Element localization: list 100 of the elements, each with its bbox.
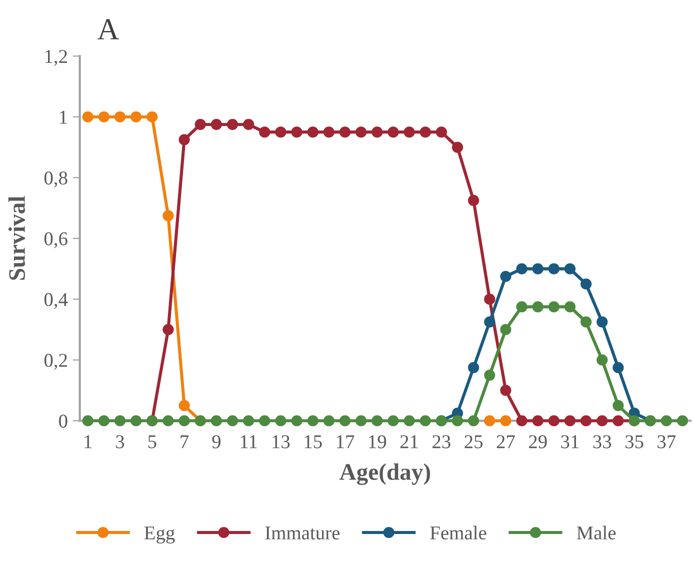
point bbox=[452, 415, 464, 426]
point bbox=[178, 134, 190, 146]
point bbox=[291, 415, 302, 426]
point bbox=[114, 111, 126, 122]
x-tick-label: 17 bbox=[336, 435, 354, 448]
point bbox=[114, 415, 126, 426]
point bbox=[259, 415, 270, 426]
x-tick-label: 3 bbox=[116, 435, 124, 448]
point bbox=[500, 384, 512, 396]
point bbox=[323, 415, 334, 426]
x-tick-label: 1 bbox=[84, 435, 92, 448]
point bbox=[178, 415, 190, 426]
x-tick-label: 11 bbox=[240, 435, 257, 448]
point bbox=[210, 415, 222, 426]
point bbox=[388, 126, 399, 138]
point bbox=[226, 415, 238, 426]
y-tick-label: 0 bbox=[59, 414, 68, 428]
point bbox=[178, 400, 190, 412]
point bbox=[82, 111, 94, 122]
point bbox=[82, 415, 94, 426]
y-tick-label: 1,2 bbox=[45, 50, 67, 66]
point bbox=[468, 362, 480, 374]
x-tick-label: 15 bbox=[304, 435, 322, 448]
point bbox=[98, 415, 110, 426]
point bbox=[404, 126, 415, 138]
point bbox=[612, 415, 624, 426]
point bbox=[98, 111, 110, 122]
point bbox=[307, 415, 318, 426]
point bbox=[532, 415, 544, 426]
point bbox=[146, 111, 158, 122]
point bbox=[307, 126, 318, 138]
point bbox=[612, 362, 624, 374]
point bbox=[564, 301, 576, 312]
x-tick-label: 21 bbox=[400, 435, 418, 448]
point bbox=[275, 415, 286, 426]
point bbox=[484, 294, 496, 305]
point bbox=[339, 126, 351, 138]
point bbox=[388, 415, 399, 426]
point bbox=[372, 415, 383, 426]
point bbox=[596, 415, 608, 426]
point bbox=[564, 415, 576, 426]
point bbox=[500, 415, 512, 426]
y-tick-label: 0,6 bbox=[44, 232, 68, 248]
legend-label: Egg bbox=[144, 526, 175, 544]
point bbox=[420, 415, 431, 426]
x-axis-title: Age(day) bbox=[340, 463, 430, 485]
x-tick-label: 13 bbox=[272, 435, 290, 448]
legend-label: Female bbox=[430, 526, 486, 540]
point bbox=[468, 415, 480, 426]
point bbox=[484, 370, 496, 381]
point bbox=[243, 415, 254, 426]
point bbox=[596, 316, 608, 328]
text: A bbox=[97, 19, 119, 40]
point bbox=[243, 118, 254, 130]
point bbox=[612, 400, 624, 412]
x-tick-label: 23 bbox=[432, 435, 450, 448]
point bbox=[356, 415, 367, 426]
point bbox=[500, 270, 512, 282]
point bbox=[130, 111, 142, 122]
x-tick-label: 7 bbox=[180, 435, 189, 448]
point bbox=[162, 415, 174, 426]
y-tick-label: 0,2 bbox=[44, 354, 67, 370]
y-tick-label: 1 bbox=[60, 110, 67, 124]
point bbox=[339, 415, 351, 426]
x-tick-label: 37 bbox=[658, 435, 676, 448]
x-tick-label: 35 bbox=[625, 435, 644, 448]
point bbox=[291, 126, 302, 138]
x-tick-label: 25 bbox=[464, 435, 483, 448]
legend-label: Male bbox=[576, 526, 616, 540]
point bbox=[452, 142, 464, 153]
point bbox=[420, 126, 431, 138]
point bbox=[516, 415, 528, 426]
point bbox=[548, 415, 560, 426]
legend-label: Immature bbox=[265, 526, 340, 540]
point bbox=[259, 126, 270, 138]
point bbox=[275, 126, 286, 138]
point bbox=[162, 210, 174, 222]
point bbox=[484, 316, 496, 328]
x-tick-label: 29 bbox=[528, 435, 547, 448]
x-tick-label: 9 bbox=[212, 435, 220, 448]
point bbox=[130, 415, 142, 426]
point bbox=[210, 118, 222, 130]
x-tick-label: 19 bbox=[369, 435, 386, 448]
point bbox=[226, 118, 238, 130]
x-tick-label: 33 bbox=[593, 435, 612, 448]
point bbox=[564, 263, 576, 274]
point bbox=[660, 415, 672, 426]
point bbox=[484, 415, 496, 426]
point bbox=[372, 126, 383, 138]
point bbox=[580, 278, 592, 290]
y-tick-label: 0,8 bbox=[44, 171, 68, 188]
point bbox=[532, 301, 544, 312]
x-tick-label: 5 bbox=[148, 435, 156, 448]
point bbox=[436, 126, 447, 138]
x-tick-label: 31 bbox=[561, 435, 579, 448]
point bbox=[548, 301, 560, 312]
point bbox=[596, 354, 608, 366]
point bbox=[500, 324, 512, 336]
point bbox=[404, 415, 415, 426]
y-axis-title: Survival bbox=[8, 196, 26, 280]
